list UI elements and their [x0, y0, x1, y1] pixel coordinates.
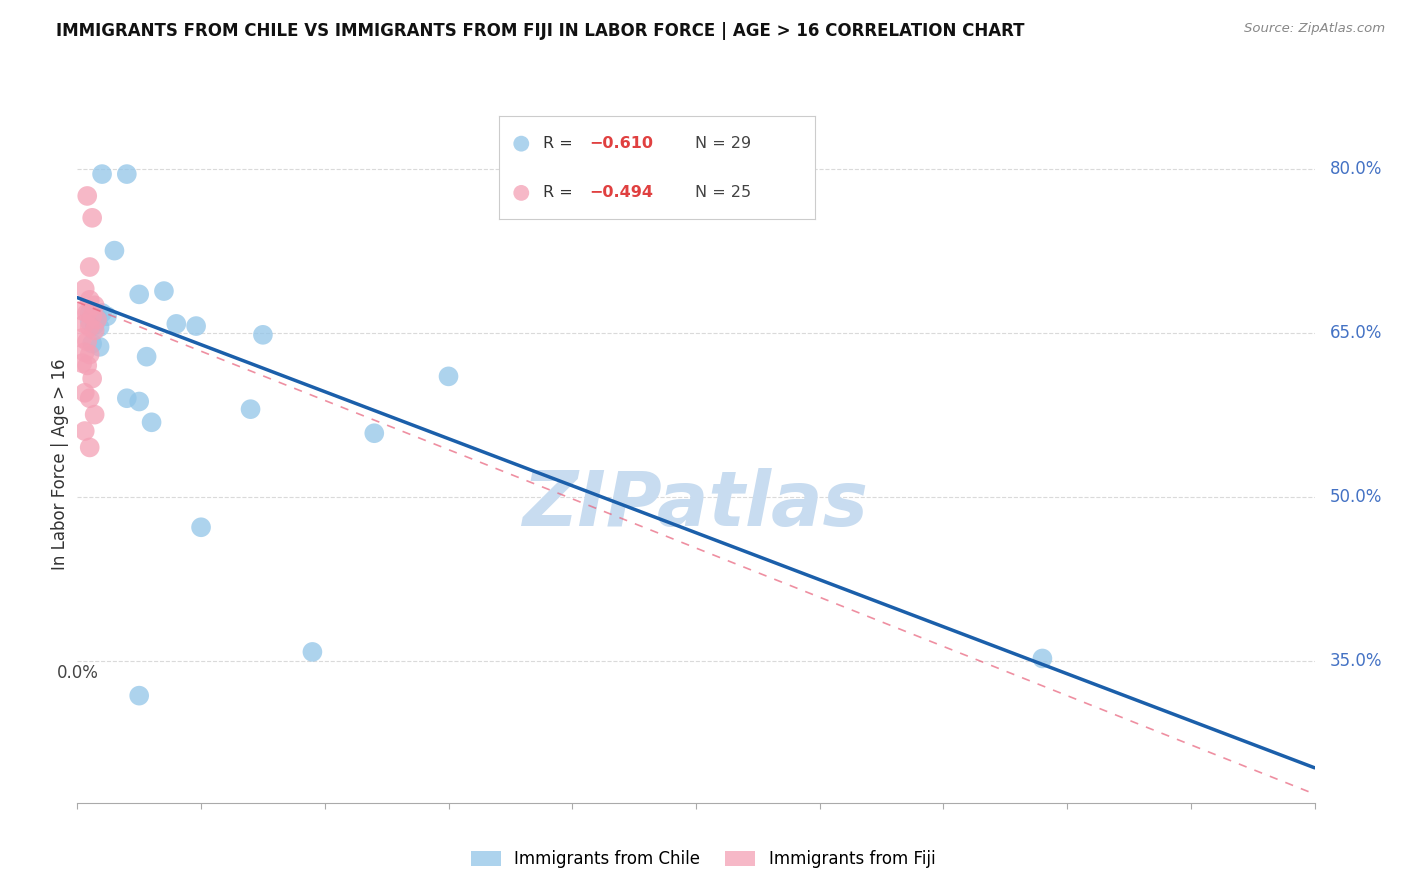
Point	[76, 306, 98, 320]
Point	[96, 310, 118, 324]
Point	[115, 167, 138, 181]
Point	[128, 689, 150, 703]
Point	[115, 391, 138, 405]
Y-axis label: In Labor Force | Age > 16: In Labor Force | Age > 16	[51, 358, 69, 570]
Point	[86, 310, 108, 325]
Point	[103, 244, 125, 258]
Point	[153, 284, 176, 298]
Text: −0.494: −0.494	[589, 186, 654, 201]
Text: 50.0%: 50.0%	[1330, 488, 1382, 506]
Point	[165, 317, 187, 331]
Point	[79, 320, 101, 334]
Point	[1031, 651, 1053, 665]
Point	[82, 310, 104, 324]
Point	[76, 334, 98, 349]
Point	[79, 293, 101, 307]
Point	[184, 319, 207, 334]
Point	[510, 186, 533, 200]
Point	[91, 167, 114, 181]
Point	[73, 424, 96, 438]
Point	[135, 350, 157, 364]
Text: 0.0%: 0.0%	[56, 664, 98, 681]
Text: IMMIGRANTS FROM CHILE VS IMMIGRANTS FROM FIJI IN LABOR FORCE | AGE > 16 CORRELAT: IMMIGRANTS FROM CHILE VS IMMIGRANTS FROM…	[56, 22, 1025, 40]
Text: 65.0%: 65.0%	[1330, 324, 1382, 342]
Point	[76, 359, 98, 373]
Point	[73, 345, 96, 359]
Text: 80.0%: 80.0%	[1330, 160, 1382, 178]
Point	[83, 323, 105, 337]
Point	[73, 282, 96, 296]
Point	[301, 645, 323, 659]
Point	[79, 315, 101, 329]
Point	[73, 385, 96, 400]
Point	[79, 347, 101, 361]
Text: N = 25: N = 25	[695, 186, 751, 201]
Text: Source: ZipAtlas.com: Source: ZipAtlas.com	[1244, 22, 1385, 36]
Text: −0.610: −0.610	[589, 136, 654, 151]
Point	[72, 303, 94, 318]
Point	[190, 520, 212, 534]
Point	[141, 415, 163, 429]
Point	[72, 356, 94, 370]
Point	[363, 426, 385, 441]
Text: ZIPatlas: ZIPatlas	[523, 467, 869, 541]
Point	[89, 340, 111, 354]
Point	[73, 317, 96, 331]
Text: R =: R =	[543, 136, 578, 151]
Point	[128, 394, 150, 409]
Point	[83, 408, 105, 422]
Point	[128, 287, 150, 301]
Text: 35.0%: 35.0%	[1330, 652, 1382, 670]
Point	[79, 306, 101, 320]
Point	[86, 312, 108, 326]
Text: R =: R =	[543, 186, 578, 201]
Text: N = 29: N = 29	[695, 136, 751, 151]
Point	[83, 298, 105, 312]
Point	[82, 371, 104, 385]
Legend: Immigrants from Chile, Immigrants from Fiji: Immigrants from Chile, Immigrants from F…	[464, 844, 942, 875]
Point	[252, 327, 274, 342]
Point	[72, 331, 94, 345]
Point	[79, 441, 101, 455]
Point	[89, 320, 111, 334]
Point	[79, 260, 101, 274]
Point	[239, 402, 262, 417]
Point	[82, 211, 104, 225]
Point	[510, 136, 533, 151]
Point	[82, 336, 104, 351]
Point	[76, 189, 98, 203]
Point	[437, 369, 460, 384]
Point	[79, 391, 101, 405]
Point	[83, 318, 105, 332]
Point	[91, 306, 114, 320]
